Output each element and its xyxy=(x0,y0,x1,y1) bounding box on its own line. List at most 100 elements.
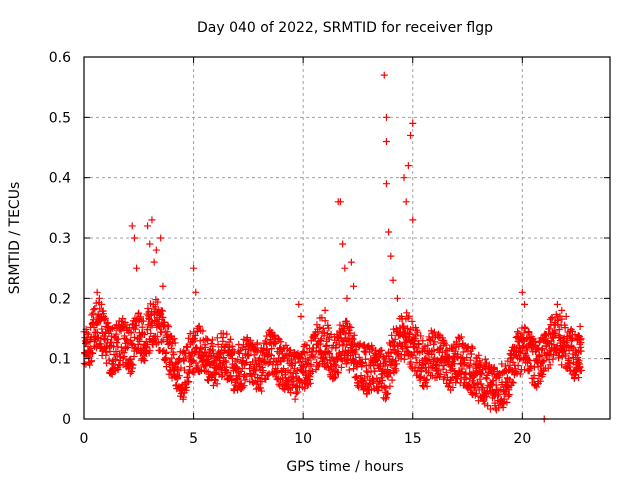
data-point xyxy=(221,357,229,365)
data-point xyxy=(408,317,416,325)
data-point xyxy=(345,366,353,374)
data-point xyxy=(257,384,265,392)
data-point xyxy=(400,174,408,182)
data-point xyxy=(168,354,176,362)
data-point xyxy=(386,382,394,390)
data-point xyxy=(402,198,410,206)
data-point xyxy=(258,387,266,395)
data-point xyxy=(271,340,279,348)
y-tick-labels: 0 0.1 0.2 0.3 0.4 0.5 0.6 xyxy=(49,50,71,428)
y-axis-label: SRMTID / TECUs xyxy=(7,182,23,295)
data-point xyxy=(558,306,566,314)
data-point xyxy=(150,258,158,266)
data-point xyxy=(522,351,530,359)
data-point xyxy=(513,328,521,336)
data-point xyxy=(201,343,209,351)
data-point xyxy=(548,314,556,322)
data-point xyxy=(295,375,303,383)
data-point xyxy=(387,252,395,260)
data-point xyxy=(378,376,386,384)
x-tick-label: 10 xyxy=(294,431,312,447)
data-point xyxy=(330,374,338,382)
data-point xyxy=(472,390,480,398)
data-point xyxy=(112,347,120,355)
data-point xyxy=(457,333,465,341)
data-point xyxy=(486,405,494,413)
data-point xyxy=(235,349,243,357)
data-point xyxy=(459,348,467,356)
data-point xyxy=(161,322,169,330)
data-point xyxy=(343,294,351,302)
data-point xyxy=(240,382,248,390)
data-point xyxy=(442,369,450,377)
data-point xyxy=(337,363,345,371)
data-point xyxy=(504,392,512,400)
data-point xyxy=(335,341,343,349)
data-point xyxy=(462,375,470,383)
data-point xyxy=(350,282,358,290)
data-point xyxy=(230,385,238,393)
data-point xyxy=(412,354,420,362)
data-point xyxy=(488,380,496,388)
data-point xyxy=(331,373,339,381)
data-point xyxy=(136,337,144,345)
data-point xyxy=(340,324,348,332)
data-point xyxy=(463,354,471,362)
x-tick-label: 20 xyxy=(513,431,531,447)
data-point xyxy=(126,336,134,344)
data-point xyxy=(127,328,135,336)
data-point xyxy=(162,348,170,356)
data-point xyxy=(308,367,316,375)
data-point xyxy=(159,336,167,344)
data-point xyxy=(442,348,450,356)
data-point xyxy=(358,359,366,367)
data-point xyxy=(457,360,465,368)
data-point xyxy=(466,363,474,371)
data-point xyxy=(385,228,393,236)
data-point xyxy=(423,382,431,390)
data-point xyxy=(577,335,585,343)
data-point xyxy=(148,216,156,224)
data-point xyxy=(387,349,395,357)
data-point xyxy=(513,369,521,377)
data-point xyxy=(190,264,198,272)
data-point xyxy=(100,332,108,340)
data-point xyxy=(499,404,507,412)
data-point xyxy=(552,330,560,338)
data-point xyxy=(239,383,247,391)
data-point xyxy=(339,240,347,248)
data-point xyxy=(95,294,103,302)
data-point xyxy=(83,329,91,337)
data-point xyxy=(212,376,219,384)
data-point xyxy=(297,353,305,361)
data-point xyxy=(362,367,370,375)
data-point xyxy=(449,383,457,391)
data-point xyxy=(261,352,269,360)
data-point xyxy=(241,376,249,384)
data-point xyxy=(451,360,459,368)
data-point xyxy=(343,319,351,327)
data-point xyxy=(514,362,522,370)
data-point xyxy=(111,356,119,364)
data-point xyxy=(535,338,543,346)
data-point xyxy=(186,330,194,338)
data-point xyxy=(101,314,109,322)
data-point xyxy=(135,309,143,317)
data-point xyxy=(565,347,573,355)
data-point xyxy=(467,350,475,358)
data-point xyxy=(574,353,582,361)
data-point xyxy=(399,345,407,353)
data-point xyxy=(252,367,260,375)
y-tick-label: 0.1 xyxy=(49,352,71,368)
data-point xyxy=(280,365,288,373)
data-point xyxy=(336,321,344,329)
data-point xyxy=(277,338,285,346)
data-point xyxy=(458,354,466,362)
data-point xyxy=(120,352,128,360)
y-tick-label: 0.6 xyxy=(49,50,71,66)
data-point xyxy=(243,335,251,343)
data-point xyxy=(162,355,170,363)
data-point xyxy=(180,357,188,365)
data-point xyxy=(516,355,524,363)
y-tick-label: 0.4 xyxy=(49,171,71,187)
